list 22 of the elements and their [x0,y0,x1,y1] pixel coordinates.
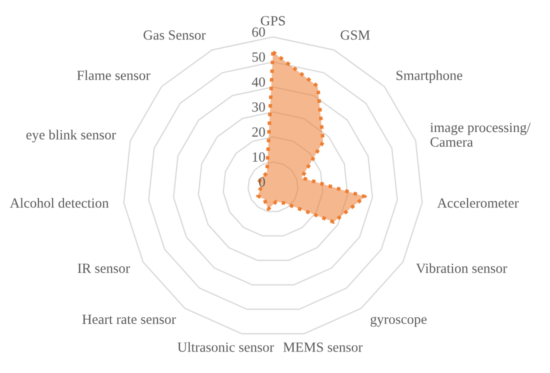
spoke-label: Ultrasonic sensor [178,342,274,352]
y-tick-label: 0 [259,177,265,187]
spoke-label: GSM [340,30,370,40]
spoke-label: Smartphone [396,70,462,83]
spoke-label: eye blink sensor [26,130,116,142]
y-tick-label: 50 [252,52,265,62]
spoke-label: Vibration sensor [416,263,508,274]
spoke-label: image processing/ Camera [430,122,531,147]
y-tick-label: 60 [252,27,265,37]
spoke-label: IR sensor [78,264,130,273]
spoke-label: Alcohol detection [10,198,109,208]
spoke-label: Heart rate sensor [82,314,176,324]
y-tick-label: 40 [252,77,265,87]
y-tick-label: 20 [252,127,265,137]
spoke-label: GPS [260,16,285,26]
y-tick-label: 30 [252,102,265,112]
spoke-label: Flame sensor [77,70,150,80]
y-tick-label: 10 [252,152,265,162]
spoke-label: Gas Sensor [144,30,206,40]
spoke-label: MEMS sensor [283,342,363,352]
spoke-label: gyroscope [370,316,427,327]
spoke-label: Accelerometer [437,198,519,208]
